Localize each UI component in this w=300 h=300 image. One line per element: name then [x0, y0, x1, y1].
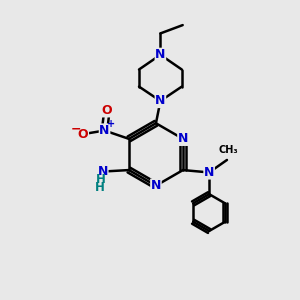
Text: N: N	[99, 124, 110, 137]
Text: H: H	[95, 181, 105, 194]
Text: CH₃: CH₃	[219, 146, 238, 155]
Text: −: −	[70, 122, 81, 135]
Text: +: +	[107, 119, 115, 129]
Text: N: N	[98, 165, 108, 178]
Text: N: N	[178, 132, 188, 146]
Text: N: N	[151, 179, 161, 192]
Text: N: N	[204, 166, 214, 179]
Text: N: N	[155, 94, 166, 107]
Text: H: H	[96, 173, 106, 186]
Text: O: O	[78, 128, 88, 141]
Text: N: N	[155, 48, 166, 61]
Text: O: O	[102, 104, 112, 117]
